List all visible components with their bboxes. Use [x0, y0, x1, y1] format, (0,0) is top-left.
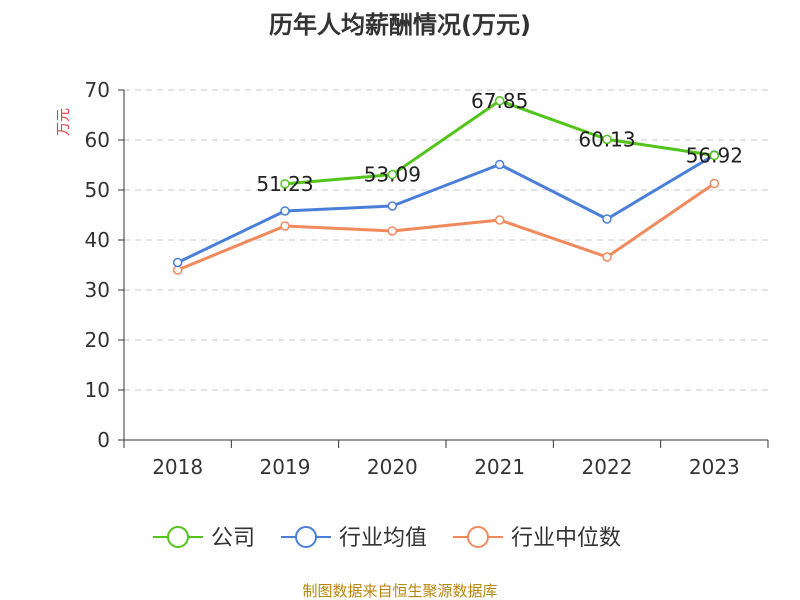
- data-point: [602, 134, 612, 145]
- x-tick-label: 2023: [689, 455, 740, 479]
- x-tick-label: 2021: [474, 455, 525, 479]
- data-label: 60.13: [578, 127, 635, 151]
- y-tick-label: 50: [85, 178, 110, 202]
- legend-item-1[interactable]: 行业均值: [281, 526, 427, 551]
- series-line-2: [177, 182, 716, 272]
- y-tick-label: 40: [85, 228, 110, 252]
- x-tick-labels: 2018 2019 2020 2021 2022 2023: [152, 455, 740, 479]
- legend-marker-icon: [167, 526, 189, 548]
- series-line-0: [284, 99, 715, 186]
- data-point: [494, 159, 505, 170]
- legend-marker-icon: [295, 526, 317, 548]
- series-lines: [172, 96, 720, 275]
- legend-item-2[interactable]: 行业中位数: [453, 526, 621, 551]
- x-tick-label: 2022: [582, 455, 633, 479]
- data-point: [387, 169, 398, 180]
- data-point: [494, 215, 505, 225]
- data-label: 56.92: [686, 143, 743, 167]
- data-label: 51.23: [256, 172, 313, 196]
- legend[interactable]: 公司 行业均值 行业中位数: [153, 526, 621, 551]
- data-point: [280, 179, 290, 189]
- series-line-1: [177, 153, 716, 264]
- data-point: [602, 214, 612, 224]
- legend-marker-icon: [467, 526, 489, 548]
- legend-label: 行业均值: [339, 526, 427, 551]
- y-tick-label: 30: [85, 278, 110, 302]
- x-tick-label: 2020: [367, 455, 418, 479]
- axes: [118, 89, 769, 448]
- grid-lines: [124, 89, 768, 391]
- source-note: 制图数据来自恒生聚源数据库: [302, 582, 497, 600]
- data-point: [387, 201, 398, 211]
- y-tick-label: 0: [97, 428, 110, 452]
- y-axis-title: 万元: [56, 108, 72, 136]
- data-labels: 51.23 53.09 67.85 60.13 56.92: [256, 89, 743, 196]
- x-tick-label: 2018: [152, 455, 203, 479]
- legend-item-0[interactable]: 公司: [153, 526, 255, 551]
- data-point: [602, 252, 612, 262]
- y-tick-labels: 0 10 20 30 40 50 60 70: [85, 78, 110, 452]
- x-tick-label: 2019: [260, 455, 311, 479]
- y-tick-label: 10: [85, 378, 110, 402]
- y-tick-label: 60: [85, 128, 110, 152]
- chart-title: 历年人均薪酬情况(万元): [269, 11, 531, 39]
- data-point: [387, 226, 398, 236]
- data-point: [709, 150, 720, 161]
- data-label: 67.85: [471, 89, 528, 113]
- legend-label: 行业中位数: [511, 526, 621, 551]
- data-point: [280, 221, 290, 231]
- data-point: [709, 178, 720, 189]
- data-point: [494, 96, 505, 106]
- y-tick-label: 20: [85, 328, 110, 352]
- data-point: [280, 206, 290, 216]
- y-tick-label: 70: [85, 78, 110, 102]
- data-point: [172, 257, 183, 268]
- data-label: 53.09: [364, 163, 421, 187]
- legend-label: 公司: [211, 526, 255, 551]
